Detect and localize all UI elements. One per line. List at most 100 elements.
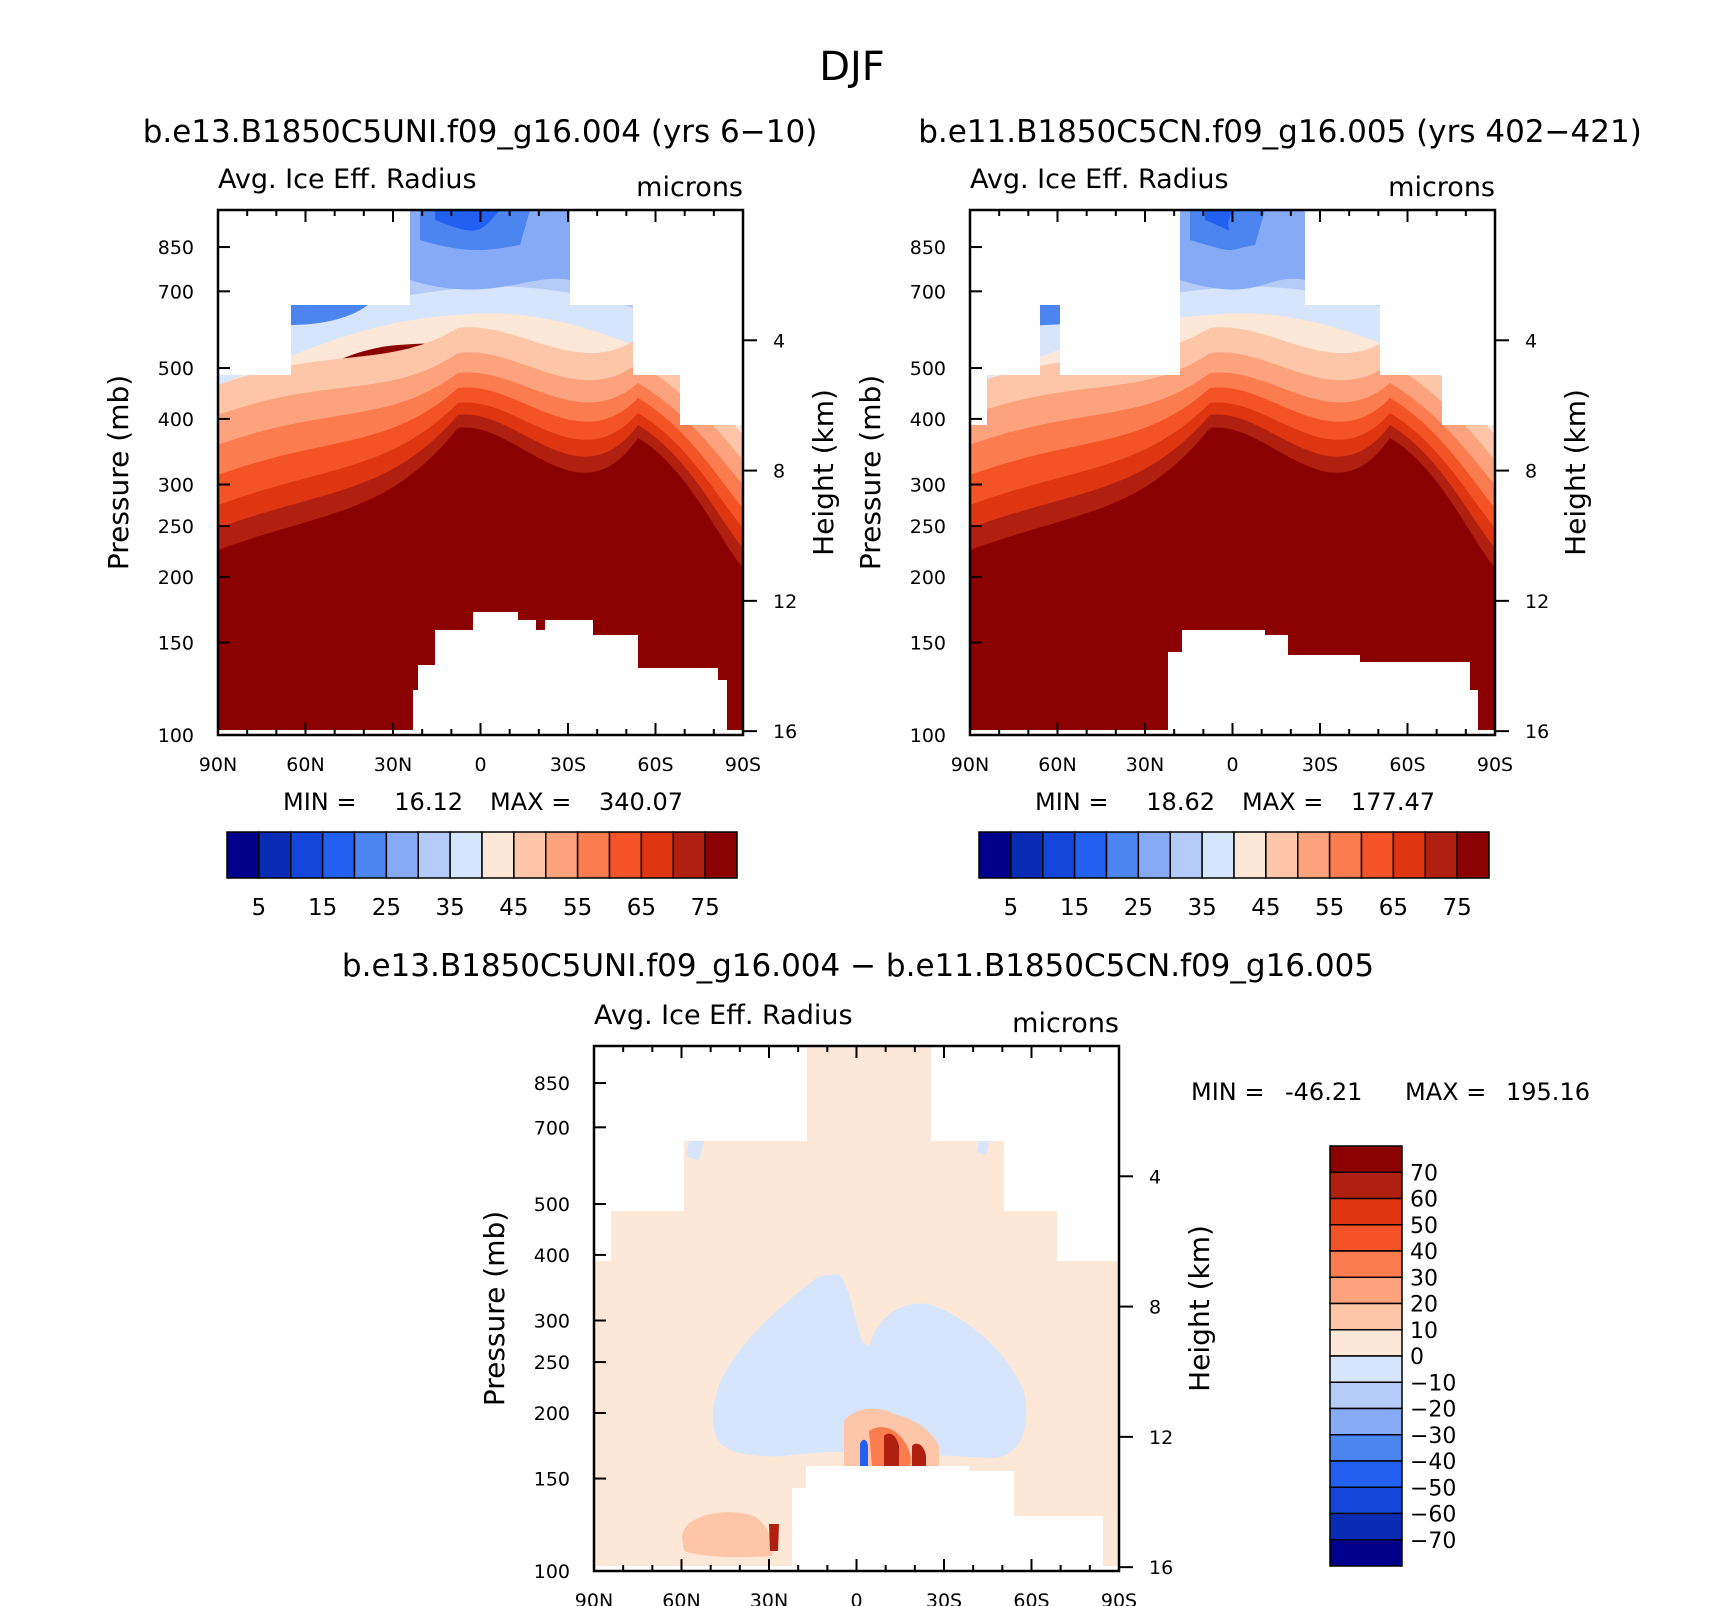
colorbar-swatch: [1042, 831, 1076, 879]
x-tick-label: 30N: [1126, 754, 1164, 776]
colorbar-swatch: [1329, 1276, 1403, 1305]
y-tick-label: 150: [534, 1469, 570, 1491]
colorbar-swatch: [1329, 1197, 1403, 1226]
y-tick-label: 500: [534, 1194, 570, 1216]
x-tick-label: 90N: [951, 754, 989, 776]
colorbar-swatch: [1329, 1434, 1403, 1462]
colorbar-swatch: [449, 831, 483, 879]
y-axis-label: Pressure (mb): [854, 375, 887, 570]
stats-min-label: MIN =: [1035, 788, 1108, 816]
colorbar-swatch: [576, 831, 611, 879]
colorbar-label: 15: [308, 895, 337, 921]
y-right-tick-label: 8: [773, 461, 785, 483]
colorbar-swatch: [1329, 1302, 1403, 1331]
contour-band: [769, 1524, 779, 1551]
contour-field: [594, 1046, 1119, 1566]
colorbar-swatch: [385, 831, 419, 879]
x-tick-label: 60N: [1038, 754, 1076, 776]
colorbar-swatch: [321, 831, 356, 879]
colorbar-swatch: [417, 831, 451, 879]
y-tick-label: 100: [534, 1561, 570, 1583]
difference-max-label: MAX =: [1405, 1078, 1486, 1106]
variable-label: Avg. Ice Eff. Radius: [970, 164, 1229, 195]
x-tick-label: 60S: [637, 754, 673, 776]
x-tick-label: 90S: [1477, 754, 1513, 776]
y-tick-label: 200: [158, 567, 194, 589]
colorbar-swatch: [1265, 831, 1299, 879]
units-label: microns: [1012, 1008, 1119, 1039]
colorbar-swatch: [1201, 831, 1235, 879]
stats-min-value: 16.12: [394, 788, 463, 816]
colorbar-swatch: [640, 831, 674, 879]
contour-band: [977, 1141, 989, 1156]
contour-band: [682, 1512, 773, 1558]
colorbar-swatch: [1329, 1539, 1403, 1567]
colorbar-swatch: [1329, 1460, 1403, 1488]
colorbar-label: 5: [252, 895, 267, 921]
y-right-tick-label: 12: [1525, 591, 1549, 613]
y-tick-label: 500: [158, 358, 194, 380]
y-right-tick-label: 8: [1525, 461, 1537, 483]
colorbar-label: −70: [1410, 1529, 1456, 1554]
colorbar-swatch: [608, 831, 643, 879]
y-tick-label: 700: [534, 1117, 570, 1139]
variable-label: Avg. Ice Eff. Radius: [594, 1000, 853, 1031]
y-tick-label: 850: [910, 237, 946, 259]
colorbar-swatch: [1329, 1329, 1403, 1357]
y-right-tick-label: 4: [1525, 330, 1537, 352]
y-tick-label: 700: [158, 281, 194, 303]
colorbar-swatch: [545, 831, 579, 879]
y-tick-label: 500: [910, 358, 946, 380]
y-right-tick-label: 4: [1149, 1166, 1161, 1188]
y-right-tick-label: 12: [1149, 1427, 1173, 1449]
contour-band: [970, 427, 1495, 730]
contour-band: [860, 1439, 868, 1466]
contour-band: [989, 1534, 1029, 1553]
colorbar-label: 65: [1379, 895, 1408, 921]
colorbar-swatch: [1329, 1486, 1403, 1515]
y-axis-label: Pressure (mb): [478, 1211, 511, 1406]
x-tick-label: 60S: [1389, 754, 1425, 776]
y-right-axis-label: Height (km): [1559, 389, 1592, 556]
y-tick-label: 250: [534, 1352, 570, 1374]
contour-band: [912, 1443, 926, 1466]
colorbar-swatch: [1329, 1512, 1403, 1541]
stats-max-value: 177.47: [1351, 788, 1435, 816]
difference-stats: MIN = -46.21 MAX = 195.16: [1191, 1078, 1590, 1106]
x-tick-label: 30S: [550, 754, 586, 776]
stats-max-label: MAX =: [1242, 788, 1323, 816]
units-label: microns: [636, 172, 743, 203]
contour-field: [970, 210, 1495, 730]
colorbar-label: 35: [1187, 895, 1216, 921]
y-tick-label: 700: [910, 281, 946, 303]
x-tick-label: 90S: [1101, 1590, 1137, 1606]
colorbar-swatch: [353, 831, 388, 879]
stats-max-value: 340.07: [599, 788, 683, 816]
y-right-tick-label: 12: [773, 591, 797, 613]
panel-title: b.e13.B1850C5UNI.f09_g16.004 (yrs 6−10): [143, 114, 818, 150]
colorbar-label: 15: [1060, 895, 1089, 921]
colorbar-swatch: [1137, 831, 1171, 879]
units-label: microns: [1388, 172, 1495, 203]
colorbar-swatch: [1073, 831, 1108, 879]
contour-band: [1040, 305, 1120, 325]
colorbar-swatch: [1169, 831, 1203, 879]
colorbar-swatch: [1297, 831, 1331, 879]
colorbar-swatch: [290, 831, 324, 879]
y-tick-label: 850: [534, 1073, 570, 1095]
colorbar-label: 25: [372, 895, 401, 921]
x-tick-label: 60N: [286, 754, 324, 776]
colorbar-label: 55: [563, 895, 592, 921]
y-tick-label: 850: [158, 237, 194, 259]
colorbar-label: 55: [1315, 895, 1344, 921]
y-tick-label: 100: [158, 725, 194, 747]
y-tick-label: 300: [910, 475, 946, 497]
colorbar-swatch: [1105, 831, 1140, 879]
y-tick-label: 400: [534, 1245, 570, 1267]
difference-max-value: 195.16: [1506, 1078, 1590, 1106]
y-axis-label: Pressure (mb): [102, 375, 135, 570]
contour-band: [712, 1274, 1027, 1458]
colorbar-swatch: [1360, 831, 1395, 879]
contour-band: [686, 1141, 704, 1161]
stats-max-label: MAX =: [490, 788, 571, 816]
